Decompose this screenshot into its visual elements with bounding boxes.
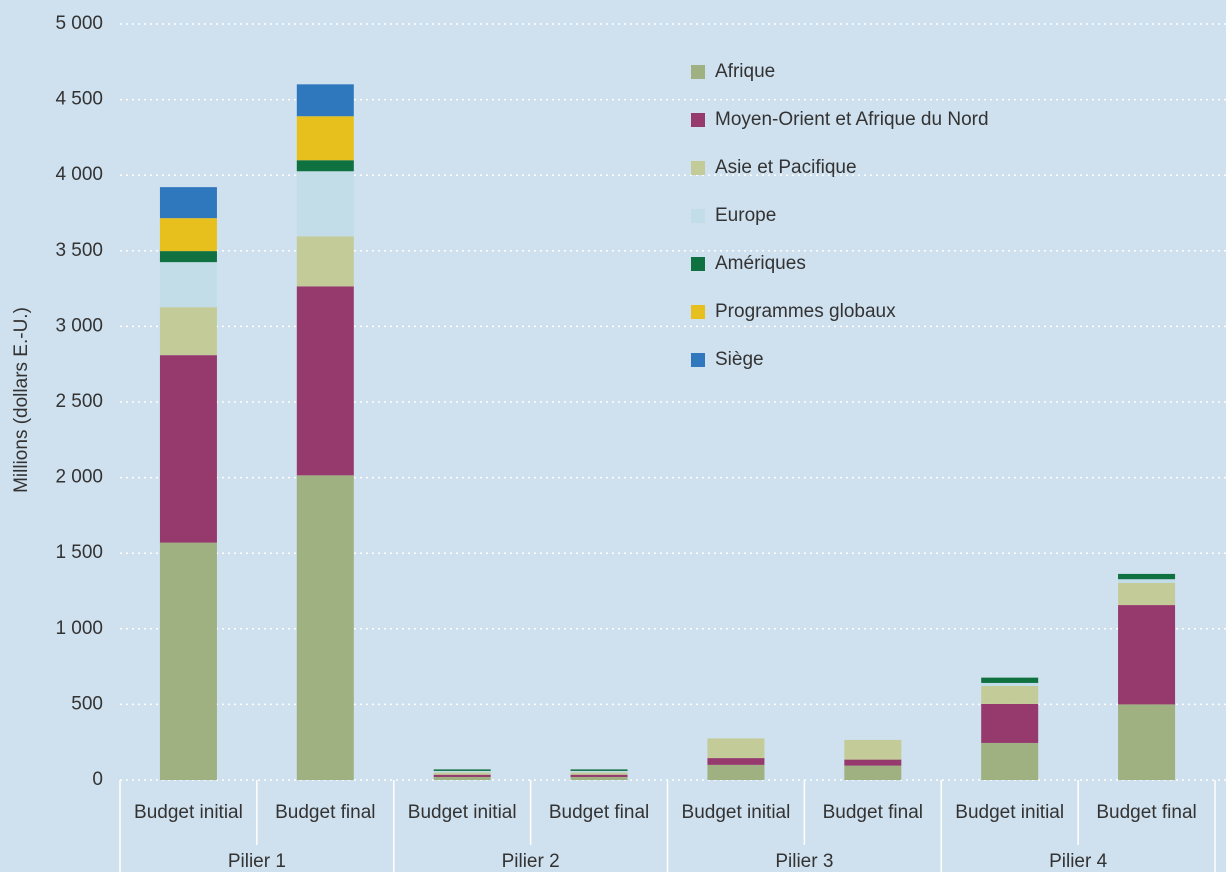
- legend-swatch: [691, 353, 705, 367]
- x-tick-label: Budget initial: [955, 802, 1064, 823]
- bar-segment: [433, 774, 491, 777]
- x-tick-label: Budget initial: [134, 802, 243, 823]
- bar-segment: [433, 776, 491, 780]
- group-label: Pilier 1: [228, 851, 286, 872]
- legend-swatch: [691, 113, 705, 127]
- legend-swatch: [691, 257, 705, 271]
- x-tick-label: Budget final: [823, 802, 923, 823]
- y-tick-label: 0: [92, 769, 103, 790]
- y-tick-label: 1 000: [55, 618, 103, 639]
- legend-swatch: [691, 65, 705, 79]
- bar-segment: [707, 764, 765, 780]
- y-tick-label: 3 000: [55, 315, 103, 336]
- bar-segment: [707, 738, 765, 759]
- bar-segment: [844, 759, 902, 766]
- y-tick-label: 4 000: [55, 164, 103, 185]
- x-tick-label: Budget initial: [682, 802, 791, 823]
- y-tick-label: 3 500: [55, 240, 103, 261]
- bar-segment: [981, 742, 1039, 780]
- bar-segment: [1118, 704, 1176, 780]
- bar-segment: [159, 187, 217, 219]
- x-tick-label: Budget initial: [408, 802, 517, 823]
- legend-label: Amériques: [715, 253, 806, 274]
- bar-segment: [159, 218, 217, 252]
- y-tick-label: 2 500: [55, 391, 103, 412]
- y-tick-label: 1 500: [55, 542, 103, 563]
- bar-segment: [570, 772, 628, 775]
- bar-segment: [159, 251, 217, 263]
- bar-segment: [981, 682, 1039, 686]
- legend-label: Asie et Pacifique: [715, 157, 857, 178]
- bar-segment: [844, 765, 902, 780]
- bar-segment: [981, 703, 1039, 743]
- bar-segment: [296, 171, 354, 237]
- bar-segment: [296, 160, 354, 172]
- bar-segment: [296, 475, 354, 780]
- x-tick-label: Budget final: [275, 802, 375, 823]
- bar-segment: [981, 677, 1039, 683]
- bar-segment: [1118, 582, 1176, 606]
- bar-segment: [1118, 605, 1176, 705]
- legend-swatch: [691, 209, 705, 223]
- legend-label: Programmes globaux: [715, 301, 896, 322]
- bar-segment: [159, 307, 217, 356]
- bar-segment: [570, 774, 628, 777]
- legend-label: Siège: [715, 349, 764, 370]
- bar-segment: [296, 286, 354, 476]
- y-tick-label: 4 500: [55, 89, 103, 110]
- bar-segment: [159, 262, 217, 308]
- bar-segment: [296, 116, 354, 161]
- bar-segment: [433, 770, 491, 773]
- bar-segment: [433, 769, 491, 771]
- bar-segment: [1118, 573, 1176, 580]
- bar-segment: [1118, 579, 1176, 583]
- group-label: Pilier 3: [775, 851, 833, 872]
- legend-swatch: [691, 305, 705, 319]
- bar-segment: [570, 770, 628, 773]
- legend-label: Afrique: [715, 61, 775, 82]
- legend-swatch: [691, 161, 705, 175]
- legend-label: Moyen-Orient et Afrique du Nord: [715, 109, 989, 130]
- x-tick-label: Budget final: [549, 802, 649, 823]
- bar-segment: [844, 739, 902, 760]
- bar-segment: [433, 772, 491, 775]
- bar-segment: [707, 758, 765, 765]
- bar-segment: [570, 776, 628, 780]
- bar-segment: [159, 542, 217, 780]
- legend-label: Europe: [715, 205, 776, 226]
- bar-segment: [296, 84, 354, 117]
- y-tick-label: 500: [71, 693, 103, 714]
- group-label: Pilier 4: [1049, 851, 1108, 872]
- group-label: Pilier 2: [502, 851, 560, 872]
- bar-segment: [981, 685, 1039, 704]
- y-tick-label: 5 000: [55, 13, 103, 34]
- x-tick-label: Budget final: [1096, 802, 1196, 823]
- bar-segment: [159, 355, 217, 543]
- y-tick-label: 2 000: [55, 467, 103, 488]
- y-axis-label: Millions (dollars E.-U.): [11, 307, 32, 493]
- bar-segment: [296, 236, 354, 287]
- bar-segment: [570, 769, 628, 771]
